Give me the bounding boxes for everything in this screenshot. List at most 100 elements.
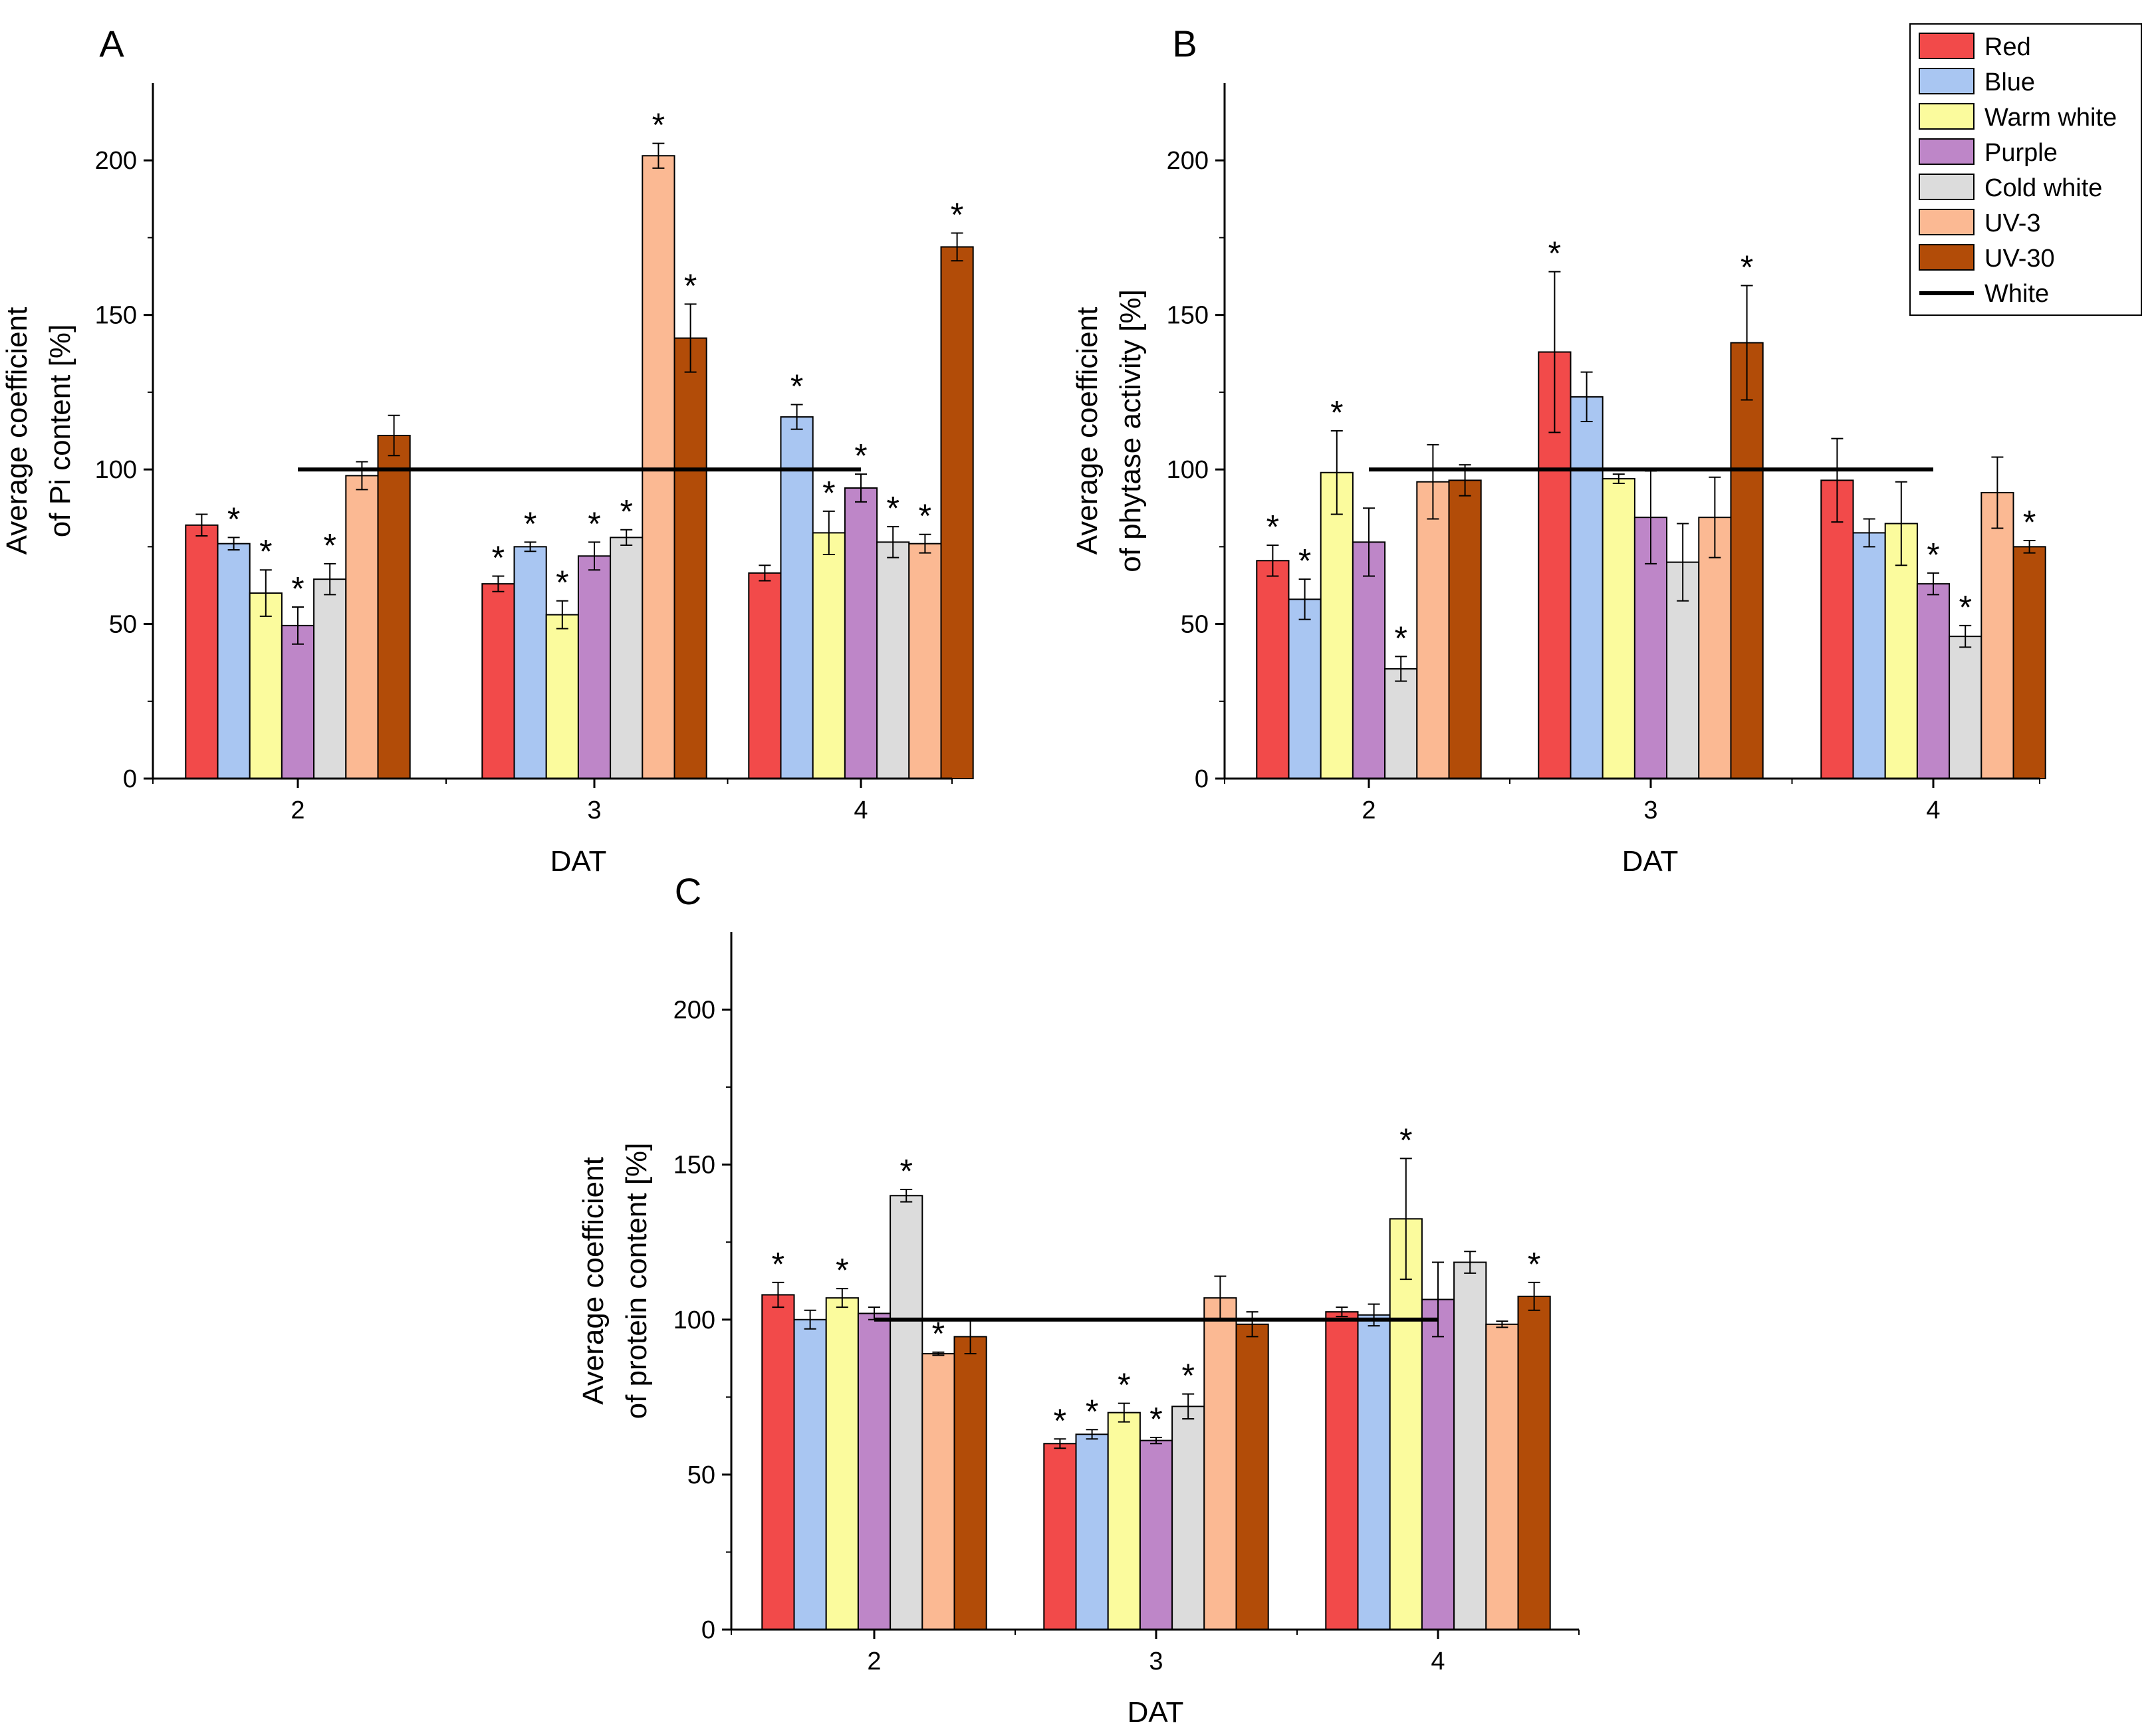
- bar: [1421, 1298, 1455, 1631]
- series-red: *: [185, 513, 782, 780]
- y-axis-title-line-2: of Pi content [%]: [44, 324, 76, 537]
- significance-star: *: [1086, 1393, 1098, 1430]
- x-axis-title: DAT: [1622, 845, 1679, 878]
- y-axis-title-line-1: Average coefficient: [577, 1157, 610, 1405]
- bar: [890, 1195, 923, 1631]
- legend-label-cold-white: Cold white: [1984, 174, 2102, 202]
- legend-label-warm-white: Warm white: [1984, 104, 2117, 132]
- significance-star: *: [836, 1252, 848, 1289]
- series-blue: * * *: [217, 368, 814, 779]
- significance-star: *: [1054, 1402, 1066, 1439]
- bar: [876, 541, 910, 779]
- bar: [1698, 517, 1732, 779]
- significance-star: *: [588, 505, 600, 543]
- bar: [1730, 342, 1764, 779]
- x-tick-label: 3: [1149, 1648, 1163, 1675]
- significance-star: *: [772, 1245, 784, 1283]
- legend-label-blue: Blue: [1984, 68, 2035, 96]
- significance-star: *: [1399, 1122, 1412, 1159]
- significance-star: *: [259, 533, 272, 570]
- bar: [1980, 491, 2014, 779]
- bar: [1416, 481, 1450, 779]
- bar: [844, 487, 878, 779]
- significance-star: *: [899, 1152, 912, 1189]
- significance-star: *: [1740, 249, 1753, 286]
- x-tick-label: 4: [1431, 1648, 1445, 1675]
- y-tick-label: 200: [95, 147, 137, 175]
- bar: [481, 583, 515, 779]
- significance-star: *: [822, 474, 835, 511]
- significance-star: *: [886, 490, 899, 527]
- bar: [1884, 523, 1918, 779]
- bar: [908, 543, 942, 779]
- y-tick-label: 0: [123, 765, 137, 793]
- bar: [1075, 1433, 1109, 1631]
- series-warm-white: * * *: [825, 1122, 1423, 1631]
- series-red: **: [1256, 235, 1854, 780]
- bar: [513, 546, 547, 779]
- significance-star: *: [1149, 1400, 1162, 1437]
- bar: [345, 475, 379, 779]
- significance-star: *: [2023, 504, 2036, 541]
- legend: Red Blue Warm white Purple Cold white UV-3 UV-…: [1909, 23, 2142, 316]
- x-tick-label: 2: [867, 1648, 881, 1675]
- bar: [1949, 636, 1982, 780]
- series-warm-white: * * *: [249, 474, 846, 779]
- legend-label-uv-30: UV-30: [1984, 245, 2055, 273]
- y-tick-label: 100: [1167, 456, 1209, 484]
- bar: [1602, 478, 1635, 780]
- legend-swatch-red: [1919, 33, 1975, 59]
- series-uv-3: *: [921, 1275, 1519, 1631]
- legend-swatch-cold-white: [1919, 174, 1975, 200]
- significance-star: *: [1266, 509, 1279, 546]
- y-tick-label: 150: [1167, 302, 1209, 330]
- y-tick-label: 50: [109, 611, 137, 639]
- series-uv-30: *: [953, 1245, 1551, 1631]
- bar: [217, 543, 251, 779]
- significance-star: *: [291, 570, 304, 607]
- legend-swatch-purple: [1919, 138, 1975, 165]
- panel-letter-b: B: [1172, 23, 1197, 64]
- bar: [953, 1336, 987, 1631]
- significance-star: *: [1548, 235, 1561, 272]
- bar: [313, 578, 347, 779]
- significance-star: *: [1394, 620, 1407, 657]
- series-uv-3: **: [345, 106, 942, 779]
- bar: [577, 555, 612, 780]
- bar: [1357, 1314, 1391, 1630]
- legend-label-purple: Purple: [1984, 139, 2058, 167]
- x-tick-label: 2: [1362, 797, 1376, 824]
- legend-label-red: Red: [1984, 33, 2031, 61]
- bar: [1139, 1439, 1173, 1631]
- bar: [1389, 1218, 1423, 1631]
- bar: [1235, 1323, 1269, 1630]
- significance-star: *: [1927, 536, 1939, 573]
- bar: [1485, 1323, 1519, 1630]
- bar: [1043, 1443, 1077, 1630]
- significance-star: *: [652, 106, 665, 144]
- bar: [1852, 532, 1886, 779]
- bar: [249, 592, 283, 779]
- bar: [1453, 1261, 1487, 1630]
- y-axis-title-line-2: of protein content [%]: [620, 1143, 653, 1419]
- bar: [1448, 479, 1482, 779]
- series-purple: *: [1352, 470, 1951, 779]
- significance-star: *: [790, 368, 803, 405]
- y-axis-title-line-2: of phytase activity [%]: [1114, 289, 1147, 572]
- series-red: **: [761, 1245, 1359, 1630]
- significance-star: *: [1959, 588, 1971, 626]
- x-axis-title: DAT: [1128, 1696, 1184, 1726]
- significance-star: *: [1118, 1366, 1130, 1404]
- significance-star: *: [492, 539, 505, 576]
- bar: [921, 1353, 955, 1631]
- bar: [825, 1297, 859, 1630]
- legend-swatch-warm-white: [1919, 103, 1975, 130]
- bar: [377, 434, 411, 779]
- series-blue: *: [793, 1303, 1391, 1631]
- legend-swatch-uv-3: [1919, 209, 1975, 235]
- bar: [281, 624, 315, 779]
- y-tick-label: 50: [1181, 611, 1209, 639]
- x-tick-label: 4: [1926, 797, 1940, 824]
